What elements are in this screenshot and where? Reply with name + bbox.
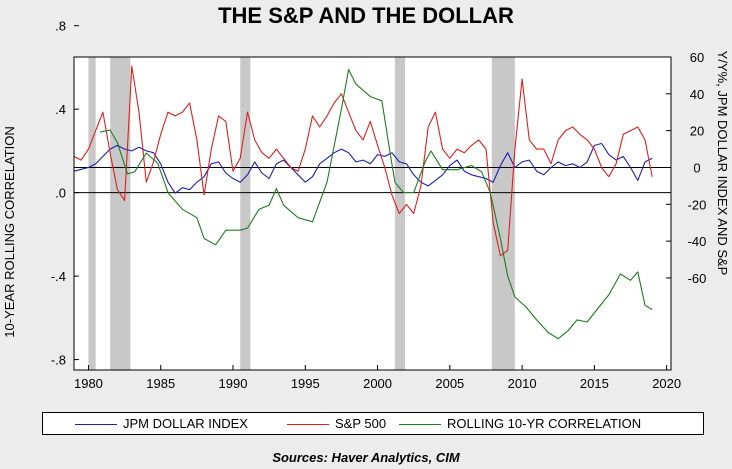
plot-area bbox=[74, 57, 671, 370]
reference-lines bbox=[74, 166, 671, 194]
left-tick-label: .0 bbox=[55, 186, 66, 201]
right-tick-label: -20 bbox=[688, 197, 707, 212]
x-tick-label: 1995 bbox=[291, 376, 320, 391]
right-tick-label: 0 bbox=[693, 160, 700, 175]
x-tick-label: 1980 bbox=[74, 376, 103, 391]
x-tick-label: 2020 bbox=[652, 376, 681, 391]
left-tick-label: .4 bbox=[55, 102, 66, 117]
right-tick-label: -60 bbox=[688, 271, 707, 286]
legend-label-dollar: JPM DOLLAR INDEX bbox=[123, 416, 248, 431]
legend-swatch-dollar bbox=[75, 424, 117, 426]
right-tick-label: -40 bbox=[688, 234, 707, 249]
x-tick-label: 1990 bbox=[219, 376, 248, 391]
left-axis-ticks: .8 .4 .0 -.4 -.8 bbox=[51, 19, 79, 368]
legend-label-correlation: ROLLING 10-YR CORRELATION bbox=[447, 416, 642, 431]
x-tick-label: 1985 bbox=[146, 376, 175, 391]
legend-swatch-correlation bbox=[399, 424, 441, 426]
recession-band-4 bbox=[491, 57, 515, 370]
legend-item-sp500: S&P 500 bbox=[287, 416, 386, 431]
x-axis-ticks: 1980 1985 1990 1995 2000 2005 2010 2015 2020 bbox=[74, 365, 681, 391]
recession-band-0 bbox=[88, 57, 96, 370]
legend-item-correlation: ROLLING 10-YR CORRELATION bbox=[399, 416, 641, 431]
x-tick-label: 2000 bbox=[363, 376, 392, 391]
recession-band-3 bbox=[394, 57, 406, 370]
x-tick-label: 2005 bbox=[435, 376, 464, 391]
series-lines bbox=[73, 65, 653, 340]
correlation-line bbox=[99, 68, 653, 340]
recession-bands bbox=[88, 57, 515, 370]
right-axis-title: Y/Y%, JPM DOLLAR INDEX AND S&P bbox=[715, 51, 730, 276]
recession-band-1 bbox=[110, 57, 131, 370]
right-tick-label: 40 bbox=[690, 87, 704, 102]
sources-note: Sources: Haver Analytics, CIM bbox=[272, 450, 460, 465]
chart-title: THE S&P AND THE DOLLAR bbox=[218, 3, 514, 28]
left-tick-label: -.4 bbox=[51, 269, 66, 284]
right-tick-label: 20 bbox=[690, 124, 704, 139]
left-axis-title: 10-YEAR ROLLING CORRELATION bbox=[2, 126, 17, 337]
left-tick-label: -.8 bbox=[51, 353, 66, 368]
left-tick-label: .8 bbox=[55, 19, 66, 34]
legend-swatch-sp500 bbox=[287, 424, 329, 426]
x-tick-label: 2010 bbox=[508, 376, 537, 391]
x-tick-label: 2015 bbox=[580, 376, 609, 391]
recession-band-2 bbox=[240, 57, 251, 370]
plot-frame bbox=[73, 56, 672, 371]
dollar-index-line bbox=[73, 142, 653, 194]
sp500-line bbox=[73, 65, 653, 257]
right-axis-ticks: 60 40 20 0 -20 -40 -60 bbox=[666, 50, 706, 286]
legend-item-dollar: JPM DOLLAR INDEX bbox=[75, 416, 248, 431]
legend: JPM DOLLAR INDEX S&P 500 ROLLING 10-YR C… bbox=[42, 412, 704, 435]
legend-label-sp500: S&P 500 bbox=[335, 416, 387, 431]
right-tick-label: 60 bbox=[690, 50, 704, 65]
